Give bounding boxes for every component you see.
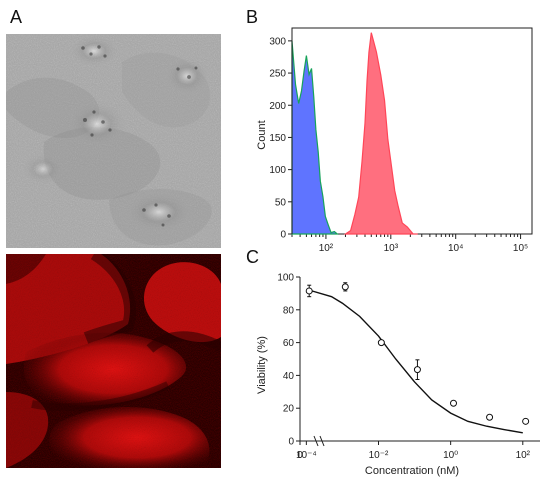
viability-data-point [522, 417, 530, 425]
fluorescence-image [6, 254, 221, 468]
viability-y-axis-label: Viability (%) [256, 336, 268, 394]
viability-dose-response-chart: Viability (%) Concentration (nM) 0 20 40 60 80… [256, 273, 540, 477]
histogram-y-tick-label: 200 [269, 101, 286, 112]
viability-x-axis-label: Concentration (nM) [365, 465, 459, 477]
histogram-y-tick-label: 100 [269, 165, 286, 176]
axis-break-mark [319, 435, 325, 447]
viability-y-tick-label: 100 [277, 273, 294, 284]
histogram-x-tick-label: 10³ [384, 243, 399, 254]
axis-break-mark [313, 435, 319, 447]
viability-data-point [450, 399, 458, 407]
fluorescence-micrograph [6, 254, 221, 468]
panel-label-c: C [246, 247, 259, 267]
fitted-dose-response-curve [309, 289, 523, 434]
histogram-treated-series [343, 32, 418, 235]
brightfield-micrograph [6, 34, 221, 248]
brightfield-image [6, 34, 221, 248]
viability-y-tick-label: 20 [283, 404, 295, 415]
viability-y-tick-label: 80 [283, 305, 295, 316]
histogram-y-tick-label: 150 [269, 133, 286, 144]
histogram-frame [291, 27, 533, 235]
viability-y-tick-label: 40 [283, 371, 295, 382]
viability-data-point [413, 366, 421, 374]
histogram-x-tick-label: 10² [319, 243, 334, 254]
histogram-y-tick-label: 250 [269, 69, 286, 80]
viability-data-point [305, 287, 313, 295]
histogram-x-tick-label: 10⁵ [513, 243, 528, 254]
viability-data-point [377, 339, 385, 347]
viability-x-tick-label: 10² [516, 450, 531, 461]
viability-data-point [486, 413, 494, 421]
viability-x-tick-label: 0 [297, 450, 303, 461]
histogram-y-tick-label: 300 [269, 36, 286, 47]
viability-y-tick-label: 60 [283, 338, 295, 349]
histogram-x-tick-label: 10⁴ [448, 243, 463, 254]
histogram-y-tick-label: 0 [280, 230, 286, 241]
histogram-y-tick-label: 50 [275, 197, 287, 208]
viability-y-tick-label: 0 [288, 437, 294, 448]
viability-x-tick-label: 10⁻⁴ [296, 450, 317, 461]
flow-cytometry-histogram: Count 0 50 100 150 200 250 300 10² 10³ 10⁴ 10⁵ [256, 27, 533, 254]
histogram-control-series [291, 40, 340, 235]
histogram-y-axis-label: Count [256, 120, 268, 149]
panel-label-b: B [246, 7, 259, 27]
viability-data-point [341, 283, 349, 291]
viability-x-tick-label: 10⁰ [443, 450, 458, 461]
panel-label-a: A [10, 7, 23, 27]
viability-x-tick-label: 10⁻² [369, 450, 389, 461]
